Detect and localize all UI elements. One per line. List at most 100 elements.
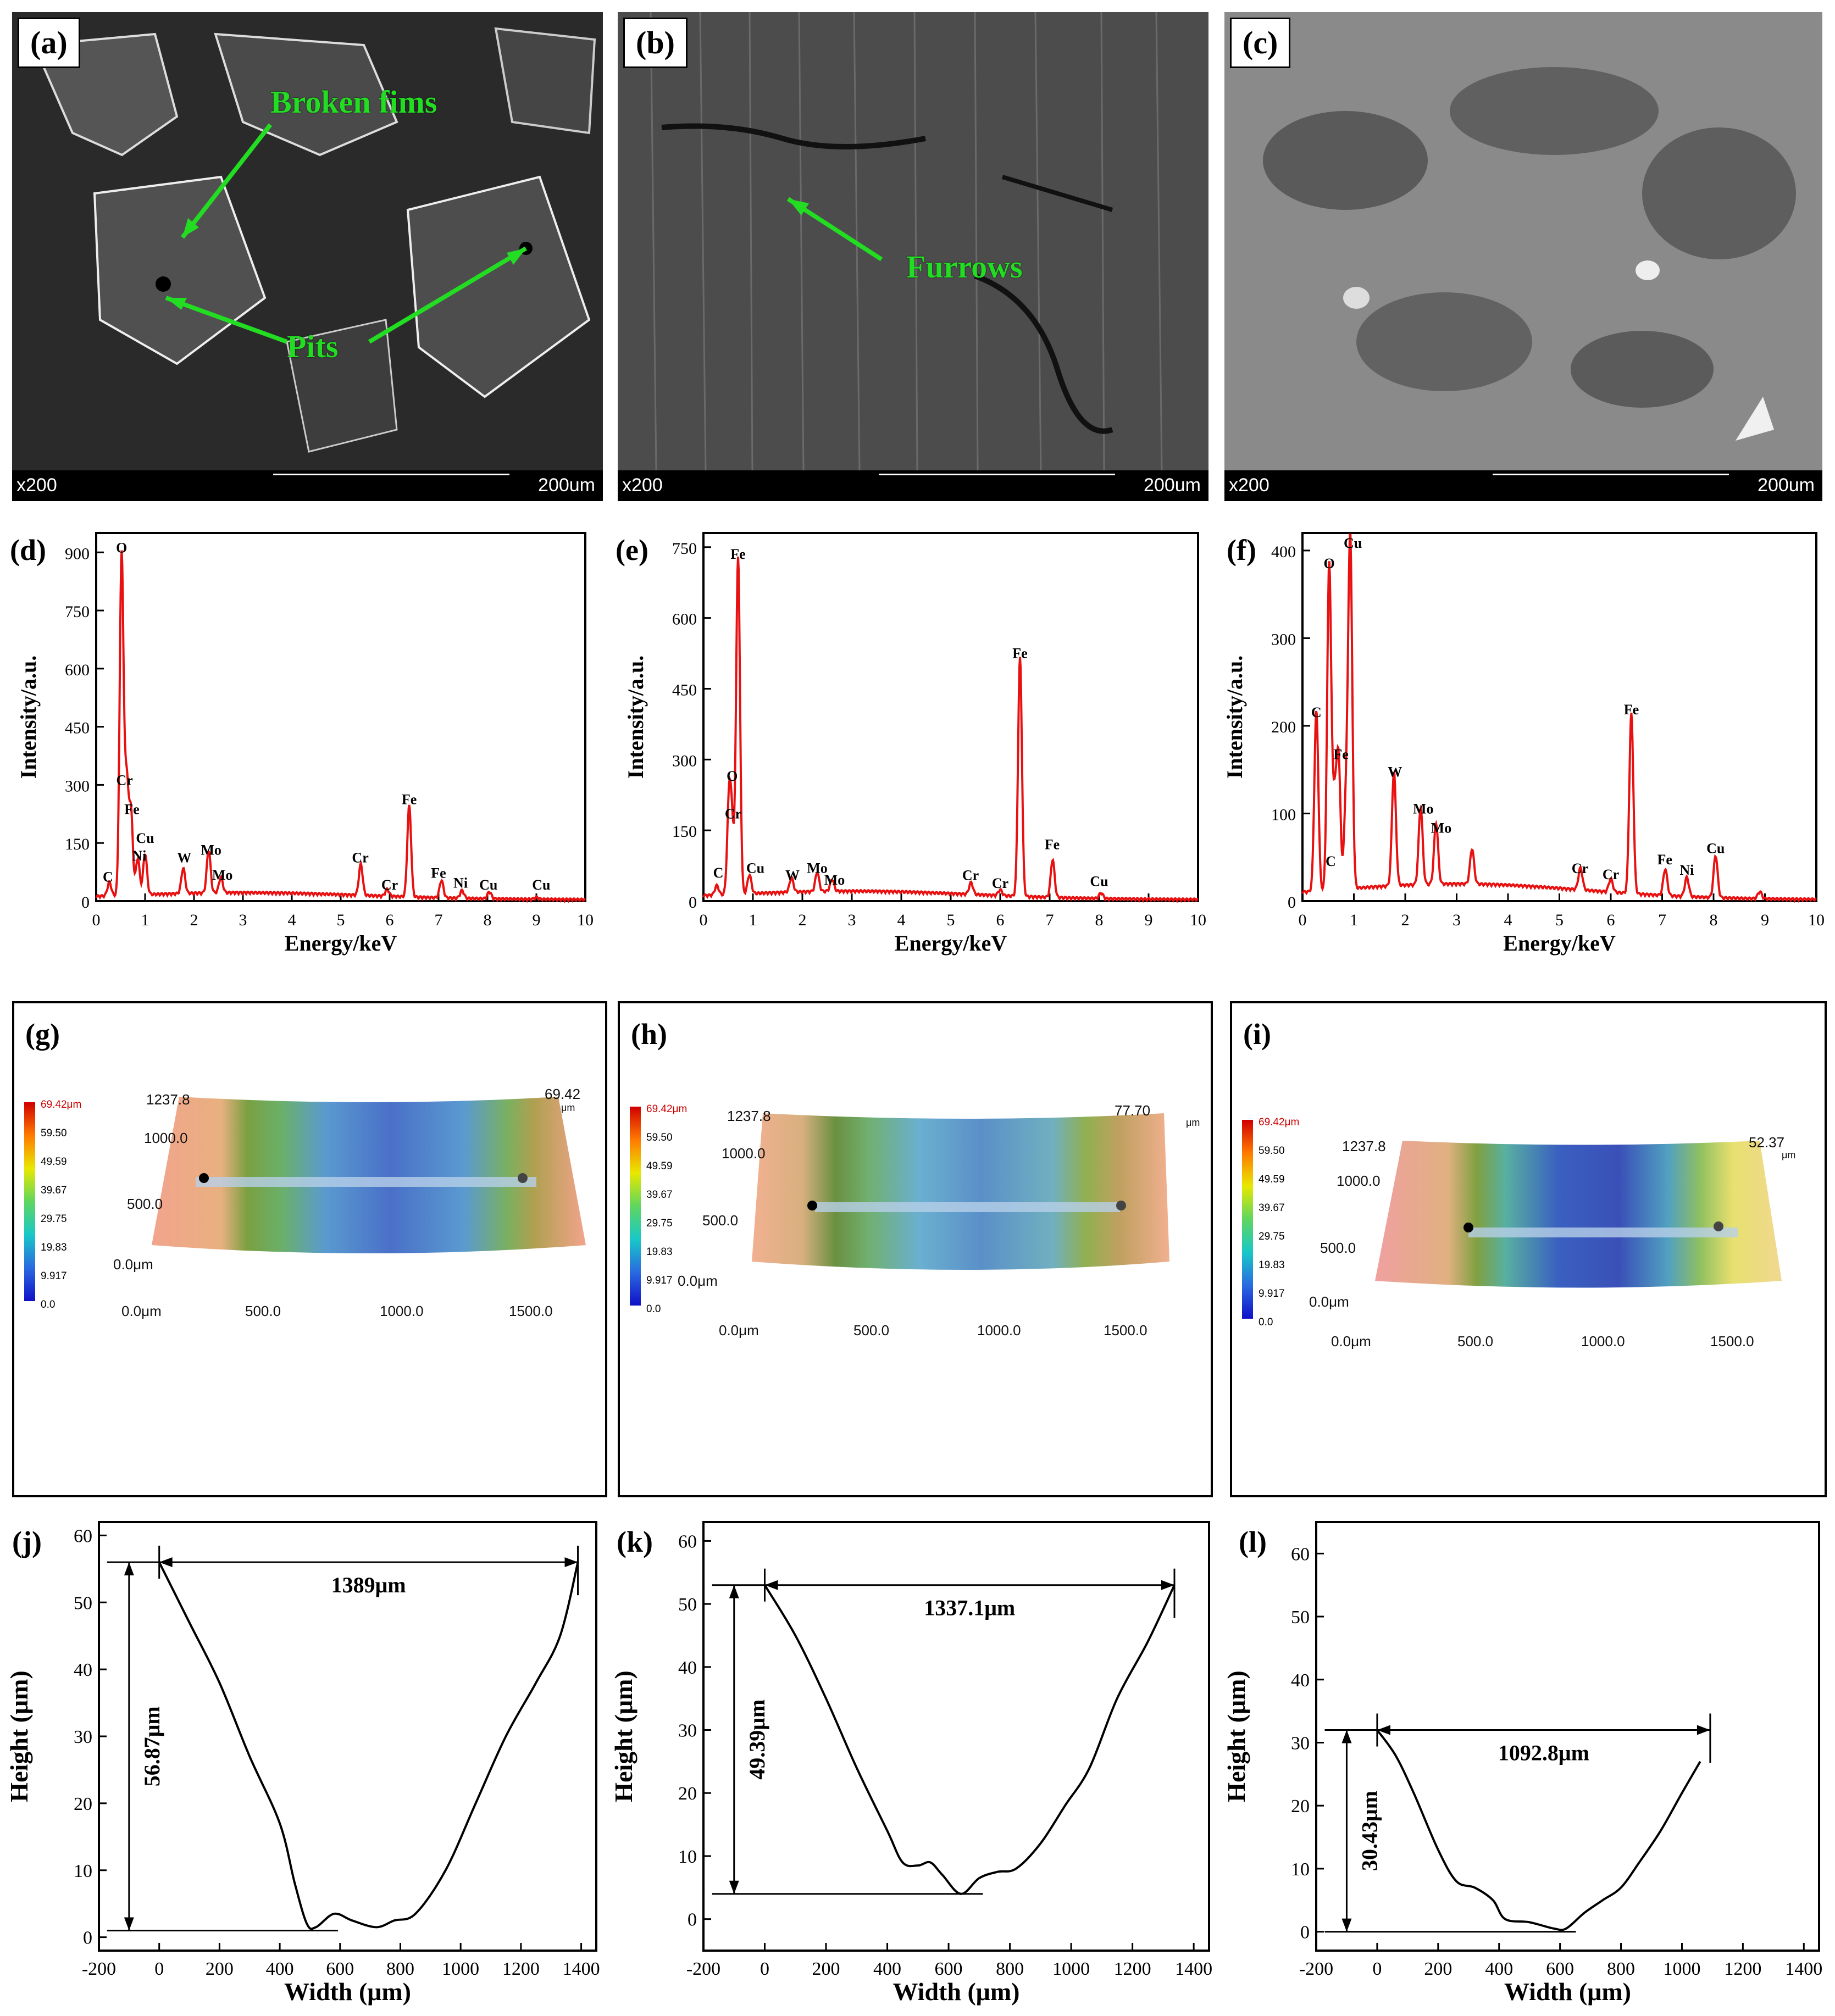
peak-label: Cu [479,877,497,893]
profile-panel-k: -200 0 200 400 600 800 1000 1200 1400 0 10 20 30 40 50… [609,1500,1220,2013]
colorbar-label: 19.83 [41,1242,67,1253]
y-tick-label: 150 [672,823,697,841]
x-tick-label: 9 [1761,911,1769,929]
eds-chart-d: 0 1 2 3 4 5 6 7 8 9 10 0 150 300 450 600 750 900 Energy/ke… [16,532,594,956]
x-tick-label: 7 [1658,911,1666,929]
peak-label: O [116,540,127,556]
panel-label-h: (h) [631,1018,667,1051]
y-tick-label: 0 [688,1910,697,1930]
y-axis-label: Intensity/a.u. [623,656,648,779]
x-tick-label: 200 [206,1959,234,1979]
peak-label: Fe [1624,702,1639,718]
plot-frame [1301,532,1817,902]
plot-frame [1315,1521,1820,1952]
scale-ruler [1493,474,1729,483]
colorbar-label: 9.917 [1259,1288,1285,1299]
x-tick-label: 6 [996,911,1005,929]
colorbar-label: 0.0 [41,1299,56,1310]
x-tick-label: 1400 [1175,1959,1212,1979]
surface-render-g [152,1097,586,1253]
peak-label: Cr [1572,860,1588,876]
surface-y-top: 1237.8 [1342,1138,1386,1154]
y-tick-label: 60 [1291,1544,1310,1564]
colorbar-labels: 69.42μm 59.50 49.59 39.67 29.75 19.83 9.… [41,1099,101,1310]
y-tick-label: 300 [1271,630,1296,648]
sem-image-c [1224,12,1822,470]
width-annotation: 1092.8μm [1498,1741,1589,1765]
x-tick-label: 400 [873,1959,901,1979]
y-tick-label: 600 [672,610,697,629]
y-tick-label: 400 [1271,543,1296,561]
panel-label-c: (c) [1230,18,1291,68]
peak-label: Mo [212,867,233,883]
arrowhead [564,1557,578,1568]
x-tick-label: 5 [947,911,955,929]
surface-x0: 0.0μm [121,1303,162,1319]
x-tick-label: 800 [386,1959,414,1979]
x-axis-label: Width (μm) [284,1978,411,2006]
y-axis-label: Height (μm) [5,1670,33,1802]
colorbar-label: 9.917 [41,1270,67,1282]
x-tick-label: 3 [239,911,247,929]
height-annotation: 56.87μm [140,1706,164,1786]
peak-label: Cr [962,867,979,883]
panel-label-k: (k) [617,1525,653,1558]
x-tick-label: 9 [1145,911,1153,929]
profile-panel-j: -200 0 200 400 600 800 1000 1200 1400 0 10 20 30 40 50… [0,1500,610,2013]
x-tick-label: 2 [190,911,198,929]
peak-label: Cu [746,860,764,876]
x-tick-label: 400 [1485,1959,1513,1979]
peak-label: O [1324,556,1335,571]
surface-panel-h: (h) 69.42μm 59.50 49.59 39.67 29.75 19.8… [618,1001,1213,1497]
peak-label: Fe [402,792,417,808]
peak-label: W [177,849,191,865]
eds-spectrum-d: 0 1 2 3 4 5 6 7 8 9 10 0 150 300 450 600 750 900 Energy/ke… [0,517,610,1000]
x-tick-label: 0 [1299,911,1307,929]
y-axis-label: Height (μm) [610,1670,637,1802]
scale-label: 200um [1758,475,1815,496]
x-tick-label: 1200 [502,1959,540,1979]
profile-panel-l: -200 0 200 400 600 800 1000 1200 1400 0 10 20 30 40 50… [1220,1500,1835,2013]
x-tick-label: 4 [288,911,296,929]
x-tick-label: 8 [484,911,492,929]
colorbar-label: 29.75 [41,1213,67,1225]
peak-label: Fe [1333,747,1348,763]
y-tick-label: 0 [689,893,697,912]
arrowhead [124,1917,134,1931]
surface-x1: 500.0 [1457,1333,1494,1349]
peak-label: Mo [1431,820,1452,836]
x-tick-label: 600 [935,1959,963,1979]
colorbar-labels: 69.42μm 59.50 49.59 39.67 29.75 19.83 9.… [1259,1117,1319,1328]
peak-label: Fe [1045,837,1060,853]
surface-peak-value: 77.70 [1115,1102,1151,1119]
y-tick-label: 900 [65,545,90,563]
x-tick-label: 3 [848,911,856,929]
y-tick-label: 10 [678,1847,697,1867]
surface-x3: 1500.0 [1104,1322,1147,1339]
surface-y1: 1000.0 [1337,1173,1381,1189]
height-annotation: 30.43μm [1357,1791,1382,1871]
colorbar-label: 29.75 [1259,1231,1285,1242]
x-tick-label: 0 [760,1959,769,1979]
arrowhead [764,1580,778,1590]
y-tick-label: 50 [74,1593,92,1613]
peak-label: Cr [352,849,368,865]
surface-y-top: 1237.8 [727,1108,771,1124]
surface-peak-value: 52.37 [1749,1134,1785,1151]
x-axis-label: Energy/keV [1503,931,1616,956]
x-tick-label: 8 [1710,911,1718,929]
x-tick-label: 2 [799,911,807,929]
panel-label-d: (d) [10,534,46,567]
x-tick-label: 200 [812,1959,840,1979]
surface-y-top: 1237.8 [146,1091,190,1108]
annotation-broken-films: Broken fims [270,84,437,120]
x-tick-label: -200 [82,1959,116,1979]
x-tick-label: 4 [1504,911,1512,929]
y-tick-label: 450 [672,681,697,699]
peak-label: Mo [1413,801,1434,817]
eds-spectrum-e: 0 1 2 3 4 5 6 7 8 9 10 0 150 300 450 600 750 Energy/keV In… [610,517,1220,1000]
colorbar-label: 49.59 [1259,1174,1285,1185]
arrowhead [1341,1918,1352,1932]
panel-label-a: (a) [18,18,80,68]
y-axis-label: Height (μm) [1222,1670,1250,1802]
